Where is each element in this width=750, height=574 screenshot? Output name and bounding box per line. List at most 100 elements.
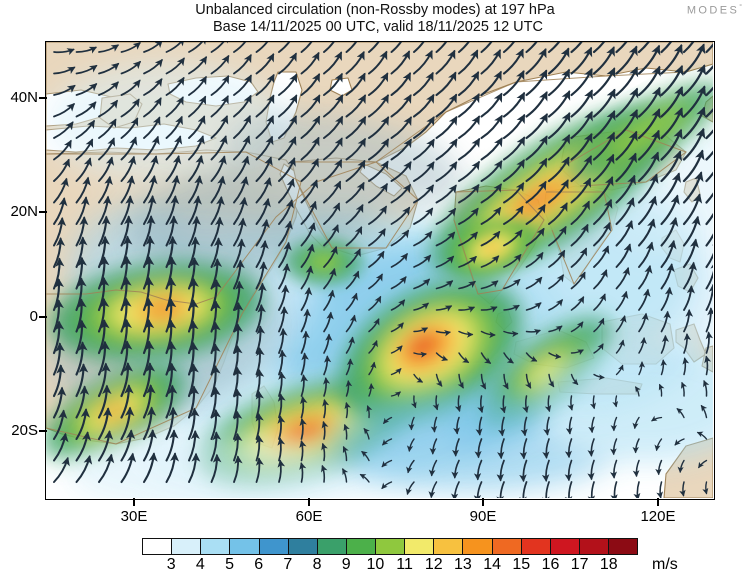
wind-arrow [323,224,340,247]
wind-arrow [656,481,663,498]
wind-arrow [705,260,713,290]
wind-arrow [120,42,141,53]
wind-arrow [210,216,224,247]
wind-arrow [413,302,429,311]
wind-arrow [52,320,65,355]
wind-arrow [233,42,251,53]
wind-arrow [390,253,408,268]
wind-arrow [345,137,366,161]
wind-arrow [593,269,608,290]
wind-arrow [593,293,606,311]
wind-arrow [615,220,634,247]
wind-arrow [278,157,296,182]
wind-arrow [502,70,525,97]
wind-arrow [503,304,520,312]
wind-arrow [300,265,314,290]
wind-arrow [637,129,661,161]
wind-arrow [503,182,525,204]
wind-arrow [480,230,501,247]
wind-arrow [660,172,682,204]
wind-arrow [541,481,550,498]
wind-arrow [120,195,135,226]
wind-arrow [525,276,543,290]
wind-arrow [255,240,269,268]
wind-arrow [548,225,567,247]
wind-arrow [368,295,382,311]
wind-arrow [660,150,682,183]
wind-arrow [277,437,286,462]
modes-logo-text: MODES [686,4,740,17]
wind-arrow [632,438,640,454]
wind-arrow [570,46,593,75]
wind-arrow [233,217,247,247]
wind-arrow [187,430,200,462]
wind-arrow [413,373,424,383]
wind-arrow [592,131,616,161]
chart-subtitle: Base 14/11/2025 00 UTC, valid 18/11/2025… [213,19,543,35]
wind-arrow [592,110,616,140]
wind-arrow [345,358,354,376]
wind-arrow [52,432,69,462]
wind-arrow [390,138,412,161]
wind-arrow [473,459,483,481]
y-axis-tick-label: 20N [10,203,38,220]
wind-arrow [390,368,402,376]
wind-arrow [210,135,228,161]
wind-arrow [142,452,158,484]
x-axis-tickmark [657,498,660,506]
wind-arrow [548,274,564,290]
wind-arrow [300,222,316,247]
wind-arrow [565,416,573,435]
wind-arrow [592,198,613,226]
wind-arrow [525,91,548,118]
page-title: Unbalanced circulation (non-Rossby modes… [195,2,555,18]
wind-arrow [143,42,163,53]
wind-arrow [547,156,570,183]
wind-arrow [502,113,526,140]
wind-arrow [435,71,457,97]
wind-arrow [480,330,496,339]
wind-arrow [299,462,307,483]
wind-arrow [587,459,595,481]
wind-arrow [615,315,627,333]
wind-arrow [368,138,389,161]
wind-arrow [615,197,635,226]
wind-arrow [683,261,698,290]
wind-arrow [496,481,505,498]
wind-arrow [682,43,706,75]
wind-arrow [97,195,112,226]
wind-arrow [300,330,310,354]
colorbar [142,538,638,555]
wind-arrow [525,135,548,161]
wind-arrow [593,343,604,354]
wind-arrow [120,175,136,204]
wind-arrow [413,230,433,247]
wind-arrow [255,94,275,118]
wind-arrow [413,138,435,161]
wind-arrow [435,352,448,361]
wind-arrow [188,155,204,182]
wind-arrow [702,481,709,495]
wind-arrow [97,297,110,333]
colorbar-tick-label: 13 [454,556,472,573]
wind-arrow [345,203,364,225]
wind-arrow [98,44,120,53]
wind-arrow [142,194,157,226]
wind-arrow [451,459,460,479]
wind-arrow [705,150,713,161]
y-axis-tickmark [39,316,47,319]
wind-arrow [435,231,456,247]
wind-arrow [97,430,114,462]
wind-arrow [475,416,483,436]
wind-arrow [658,383,665,397]
wind-arrow [660,216,679,247]
wind-arrow [610,416,618,432]
wind-arrow [188,115,206,139]
wind-arrow [390,42,403,53]
wind-arrow [210,196,225,225]
x-axis-tick-label: 30E [120,508,148,525]
wind-arrow [390,72,412,97]
wind-arrow [53,177,69,204]
wind-arrow [593,221,611,247]
wind-arrow [75,363,89,398]
